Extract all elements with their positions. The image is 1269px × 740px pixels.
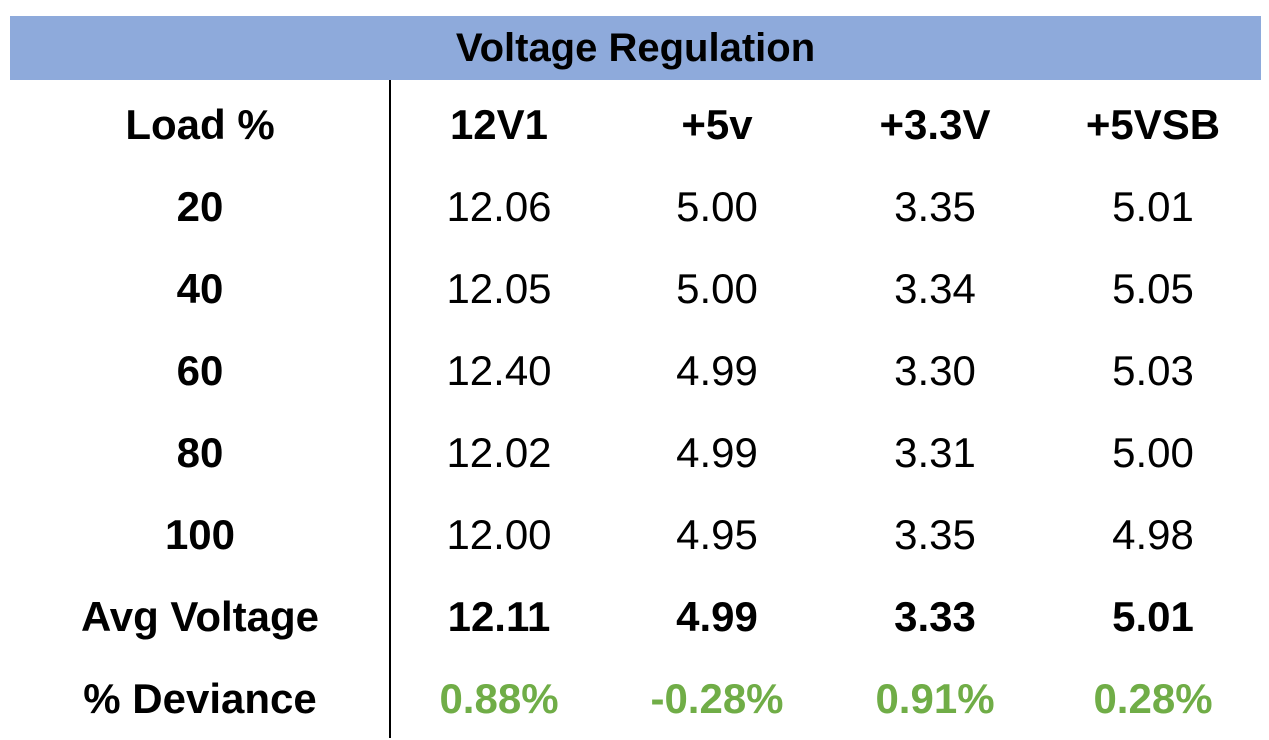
load-label: 100 (164, 511, 236, 558)
voltage-value: 3.31 (894, 429, 976, 476)
avg-voltage-value: 5.01 (1112, 593, 1194, 640)
voltage-value: 4.95 (676, 511, 758, 558)
deviance-value: -0.28% (650, 675, 784, 722)
voltage-value: 4.98 (1112, 511, 1194, 558)
load-label: 60 (176, 347, 224, 394)
deviance-value: 0.88% (439, 675, 559, 722)
load-label: 80 (176, 429, 224, 476)
voltage-value: 3.34 (894, 265, 976, 312)
column-header: +3.3V (879, 101, 991, 148)
voltage-value: 5.00 (676, 183, 758, 230)
voltage-value: 12.02 (446, 429, 552, 476)
deviance-value: 0.28% (1093, 675, 1213, 722)
deviance-value: 0.91% (875, 675, 995, 722)
avg-voltage-value: 12.11 (447, 593, 551, 640)
voltage-value: 5.03 (1112, 347, 1194, 394)
voltage-value: 4.99 (676, 347, 758, 394)
column-header: +5VSB (1085, 101, 1221, 148)
voltage-value: 3.30 (894, 347, 976, 394)
deviance-label: % Deviance (83, 675, 317, 722)
column-header-load: Load % (125, 101, 275, 148)
voltage-value: 3.35 (894, 183, 976, 230)
avg-voltage-value: 4.99 (676, 593, 758, 640)
voltage-value: 12.06 (446, 183, 552, 230)
voltage-value: 5.00 (1112, 429, 1194, 476)
column-divider (389, 80, 391, 738)
voltage-value: 3.35 (894, 511, 976, 558)
voltage-value: 5.00 (676, 265, 758, 312)
table-title: Voltage Regulation (455, 25, 816, 70)
avg-voltage-label: Avg Voltage (80, 593, 320, 640)
table-title-bar: Voltage Regulation (10, 16, 1261, 80)
voltage-value: 12.05 (446, 265, 552, 312)
voltage-value: 12.00 (446, 511, 552, 558)
voltage-value: 5.01 (1112, 183, 1194, 230)
voltage-value: 4.99 (676, 429, 758, 476)
voltage-value: 12.40 (446, 347, 552, 394)
load-label: 20 (176, 183, 224, 230)
avg-voltage-value: 3.33 (894, 593, 976, 640)
load-label: 40 (176, 265, 224, 312)
voltage-value: 5.05 (1112, 265, 1194, 312)
column-header: 12V1 (449, 101, 549, 148)
column-header: +5v (681, 101, 753, 148)
